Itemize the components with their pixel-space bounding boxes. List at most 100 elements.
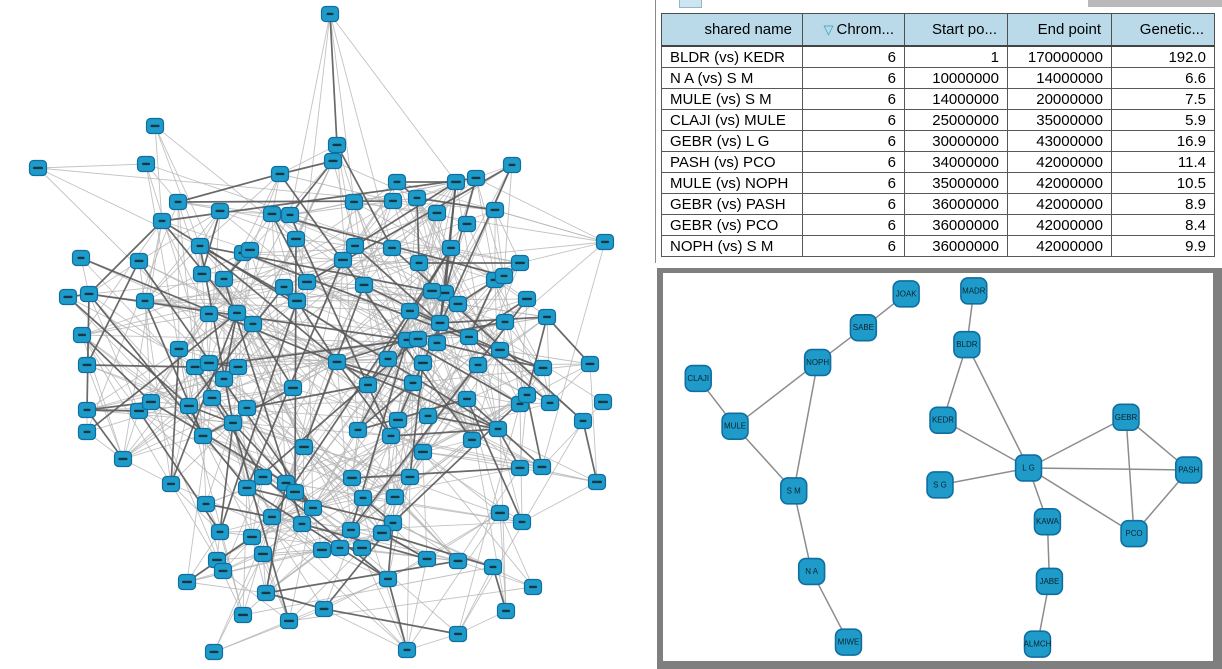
node-KAWA[interactable]: KAWA	[1033, 507, 1062, 536]
cell-value[interactable]: 6	[802, 45, 905, 68]
network-node[interactable]	[430, 314, 450, 332]
cell-value[interactable]: 6.6	[1111, 67, 1215, 89]
network-node[interactable]	[227, 304, 247, 322]
node-NOPH[interactable]: NOPH	[803, 348, 832, 377]
cell-value[interactable]: 43000000	[1007, 130, 1112, 152]
network-node[interactable]	[327, 136, 347, 154]
edge-S-G--L-G[interactable]	[939, 467, 1029, 486]
cell-value[interactable]: 14000000	[1007, 67, 1112, 89]
network-node[interactable]	[358, 376, 378, 394]
edge-NOPH--S-M[interactable]	[793, 362, 819, 492]
cell-shared-name[interactable]: BLDR (vs) KEDR	[661, 45, 803, 68]
network-node[interactable]	[408, 330, 428, 348]
network-node[interactable]	[381, 427, 401, 445]
column-header-genetic[interactable]: Genetic...	[1111, 13, 1215, 47]
network-node[interactable]	[540, 394, 560, 412]
network-node[interactable]	[274, 278, 294, 296]
cell-value[interactable]: 36000000	[904, 214, 1008, 236]
network-node[interactable]	[214, 370, 234, 388]
network-node[interactable]	[510, 459, 530, 477]
network-node[interactable]	[320, 5, 340, 23]
cell-value[interactable]: 6	[802, 193, 905, 215]
main-network-panel[interactable]	[0, 0, 656, 669]
column-header-shared-name[interactable]: shared name	[661, 13, 803, 47]
node-GEBR[interactable]: GEBR	[1112, 403, 1140, 431]
node-L-G[interactable]: L G	[1014, 454, 1043, 482]
network-node[interactable]	[285, 483, 305, 501]
edge-L-G--PASH[interactable]	[1028, 467, 1189, 471]
network-node[interactable]	[462, 431, 482, 449]
network-node[interactable]	[517, 290, 537, 308]
network-node[interactable]	[488, 420, 508, 438]
cell-value[interactable]: 10000000	[904, 67, 1008, 89]
network-node[interactable]	[537, 308, 557, 326]
network-node[interactable]	[397, 641, 417, 659]
cell-shared-name[interactable]: GEBR (vs) PASH	[661, 193, 803, 215]
cell-value[interactable]: 6	[802, 151, 905, 173]
network-node[interactable]	[223, 414, 243, 432]
node-JOAK[interactable]: JOAK	[892, 280, 920, 308]
cell-shared-name[interactable]: MULE (vs) NOPH	[661, 172, 803, 194]
network-node[interactable]	[348, 421, 368, 439]
network-node[interactable]	[113, 450, 133, 468]
network-node[interactable]	[199, 305, 219, 323]
edge-NOPH--MULE[interactable]	[734, 361, 819, 427]
node-S-M[interactable]: S M	[780, 477, 808, 505]
edge-L-G--GEBR[interactable]	[1028, 416, 1127, 469]
node-PASH[interactable]: PASH	[1174, 456, 1203, 484]
cell-value[interactable]: 42000000	[1007, 214, 1112, 236]
table-row[interactable]: N A (vs) S M 6 10000000 14000000 6.6	[661, 67, 1215, 89]
network-node[interactable]	[446, 173, 466, 191]
network-node[interactable]	[345, 237, 365, 255]
network-node[interactable]	[314, 600, 334, 618]
network-node[interactable]	[383, 192, 403, 210]
cell-value[interactable]: 6	[802, 172, 905, 194]
network-node[interactable]	[352, 539, 372, 557]
cell-value[interactable]: 30000000	[904, 130, 1008, 152]
network-node[interactable]	[292, 515, 312, 533]
network-node[interactable]	[490, 341, 510, 359]
cell-value[interactable]: 42000000	[1007, 151, 1112, 173]
network-node[interactable]	[523, 578, 543, 596]
cell-shared-name[interactable]: MULE (vs) S M	[661, 88, 803, 110]
network-node[interactable]	[297, 273, 317, 291]
node-ALMCH[interactable]: ALMCH	[1024, 630, 1052, 658]
cell-value[interactable]: 42000000	[1007, 235, 1112, 257]
network-node[interactable]	[400, 468, 420, 486]
network-node[interactable]	[382, 239, 402, 257]
cell-value[interactable]: 16.9	[1111, 130, 1215, 152]
cell-value[interactable]: 6	[802, 235, 905, 257]
column-header-end-point[interactable]: End point	[1007, 13, 1112, 47]
network-node[interactable]	[77, 423, 97, 441]
cell-value[interactable]: 6	[802, 214, 905, 236]
node-MULE[interactable]: MULE	[721, 412, 749, 440]
network-node[interactable]	[28, 159, 48, 177]
network-node[interactable]	[192, 265, 212, 283]
network-node[interactable]	[193, 427, 213, 445]
cell-value[interactable]: 8.9	[1111, 193, 1215, 215]
table-row[interactable]: BLDR (vs) KEDR 6 1 170000000 192.0	[661, 45, 1215, 68]
cell-value[interactable]: 36000000	[904, 235, 1008, 257]
cell-shared-name[interactable]: GEBR (vs) L G	[661, 130, 803, 152]
horizontal-scrollbar-fragment[interactable]	[1088, 0, 1222, 7]
network-node[interactable]	[168, 193, 188, 211]
network-node[interactable]	[418, 407, 438, 425]
main-network-graph[interactable]	[0, 0, 656, 669]
cell-value[interactable]: 25000000	[904, 109, 1008, 131]
network-node[interactable]	[177, 573, 197, 591]
cell-value[interactable]: 5.9	[1111, 109, 1215, 131]
network-node[interactable]	[135, 292, 155, 310]
cell-value[interactable]: 1	[904, 45, 1008, 68]
node-N-A[interactable]: N A	[797, 557, 826, 586]
table-row[interactable]: GEBR (vs) L G 6 30000000 43000000 16.9	[661, 130, 1215, 152]
table-row[interactable]: MULE (vs) NOPH 6 35000000 42000000 10.5	[661, 172, 1215, 194]
network-node[interactable]	[286, 230, 306, 248]
network-node[interactable]	[533, 359, 553, 377]
network-node[interactable]	[185, 358, 205, 376]
network-node[interactable]	[279, 612, 299, 630]
network-node[interactable]	[256, 584, 276, 602]
cell-value[interactable]: 35000000	[1007, 109, 1112, 131]
cell-value[interactable]: 7.5	[1111, 88, 1215, 110]
cell-value[interactable]: 9.9	[1111, 235, 1215, 257]
network-node[interactable]	[280, 206, 300, 224]
